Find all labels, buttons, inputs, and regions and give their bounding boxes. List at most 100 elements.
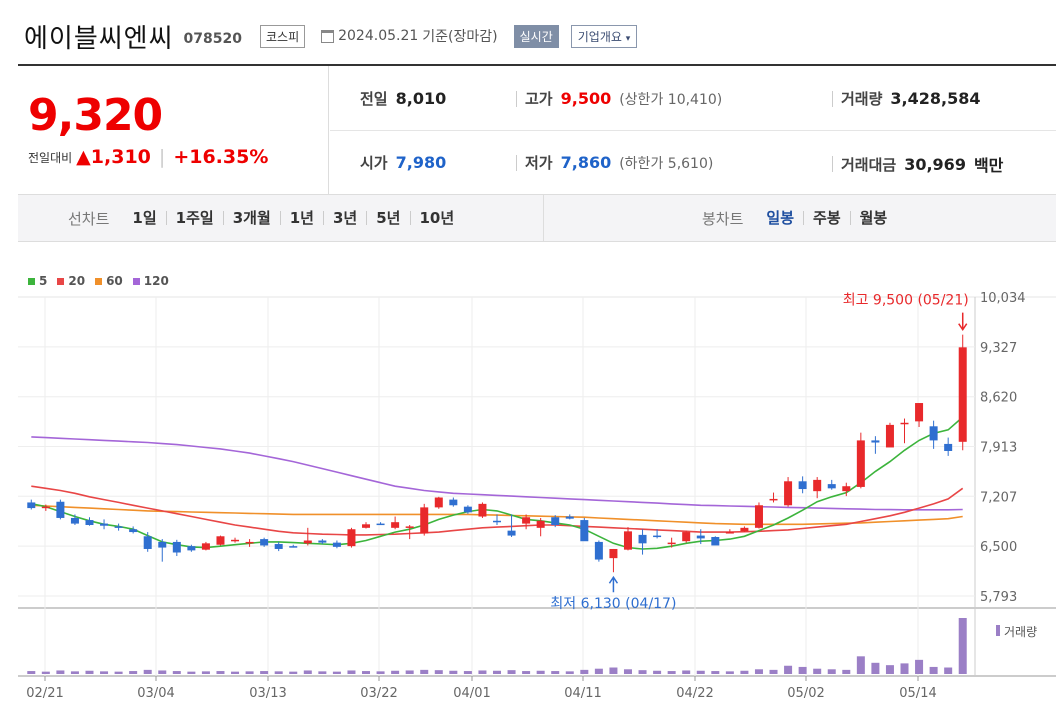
- candle-body: [798, 481, 807, 490]
- chart-tab-bar: 선차트 1일 1주일 3개월 1년 3년 5년 10년 봉차트 일봉 주봉 월봉: [18, 194, 1056, 242]
- upper-label: (상한가: [619, 91, 664, 108]
- upper-value: 10,410): [667, 91, 723, 108]
- volume-bar: [725, 671, 734, 674]
- candle-body: [813, 479, 822, 492]
- candle-body: [623, 531, 632, 550]
- volume-bar: [492, 670, 502, 674]
- candle-chart-group: 봉차트 일봉 주봉 월봉: [702, 195, 896, 241]
- date-info: 2024.05.21 기준(장마감): [321, 26, 498, 46]
- candle-body: [129, 529, 138, 533]
- candle-body: [754, 505, 763, 528]
- tab-1w[interactable]: 1주일: [165, 211, 223, 226]
- volume-bar: [245, 671, 254, 674]
- candle-body: [696, 535, 705, 539]
- price-box: 9,320 전일대비 ▲ 1,310 | +16.35%: [18, 66, 329, 194]
- tab-1y[interactable]: 1년: [279, 211, 323, 226]
- x-tick-label: 04/01: [453, 686, 490, 701]
- tab-3y[interactable]: 3년: [323, 211, 366, 226]
- stats-row-divider: [330, 130, 1056, 131]
- volume-bar: [274, 671, 283, 674]
- candle-body: [70, 517, 79, 524]
- volume-bar: [754, 669, 763, 674]
- tab-5y[interactable]: 5년: [366, 211, 409, 226]
- header-bar: 에이블씨엔씨 078520 코스피 2024.05.21 기준(장마감) 실시간…: [24, 18, 638, 54]
- stat-amount: 거래대금 30,969 백만: [832, 152, 1003, 176]
- tab-monthly[interactable]: 월봉: [849, 211, 897, 226]
- moving-average-lines: [31, 416, 964, 550]
- volume-legend-swatch: [996, 625, 1000, 636]
- candle-body: [609, 548, 618, 559]
- candle-body: [41, 506, 50, 509]
- tab-1d[interactable]: 1일: [132, 209, 157, 227]
- x-tick-label: 03/13: [249, 686, 286, 701]
- line-chart-group: 선차트 1일 1주일 3개월 1년 3년 5년 10년: [68, 195, 463, 241]
- volume-bar: [871, 662, 880, 674]
- upper-limit: (상한가 10,410): [619, 89, 722, 109]
- volume-bar: [172, 671, 181, 674]
- open-label: 시가: [360, 154, 388, 172]
- low-label: 저가: [525, 154, 553, 172]
- realtime-button[interactable]: 실시간: [513, 24, 559, 48]
- volume-bar: [85, 670, 94, 674]
- candle-body: [725, 532, 734, 534]
- volume-bar: [260, 671, 269, 674]
- change-amount: 1,310: [90, 146, 151, 168]
- x-tick-label: 04/11: [564, 686, 601, 701]
- open-value: 7,980: [395, 153, 447, 172]
- x-tick-label: 05/14: [899, 686, 936, 701]
- volume-bar: [129, 671, 138, 674]
- candle-chart-label: 봉차트: [702, 209, 744, 228]
- top-divider: [18, 64, 1056, 66]
- candle-body: [711, 536, 720, 546]
- candle-body: [856, 440, 865, 487]
- price-change: 전일대비 ▲ 1,310 | +16.35%: [28, 146, 268, 168]
- volume-bar: [784, 665, 793, 674]
- tab-3m[interactable]: 3개월: [222, 211, 280, 226]
- tab-daily[interactable]: 일봉: [766, 209, 795, 227]
- candle-body: [551, 517, 560, 526]
- volume-bar: [405, 670, 414, 674]
- tab-10y[interactable]: 10년: [409, 211, 464, 226]
- candle-body: [784, 481, 793, 506]
- candle-body: [245, 541, 254, 544]
- y-tick-label: 8,620: [980, 391, 1017, 406]
- x-tick-label: 03/22: [360, 686, 397, 701]
- candle-body: [885, 424, 894, 448]
- candle-body: [260, 539, 269, 546]
- high-arrow: [958, 312, 968, 332]
- candle-body: [827, 484, 836, 489]
- prev-label: 전일: [360, 90, 388, 108]
- volume-bar: [420, 669, 429, 674]
- quote-basis: 기준(장마감): [422, 29, 498, 45]
- candle-body: [638, 534, 647, 544]
- change-label: 전일대비: [28, 150, 73, 165]
- volume-bar: [682, 670, 691, 674]
- volume-bar: [27, 671, 36, 674]
- stats-panel: 전일 8,010 고가 9,500 (상한가 10,410) 거래량 3,428…: [330, 66, 1056, 194]
- quote-date: 2024.05.21: [338, 28, 419, 44]
- volume-bar: [900, 663, 909, 674]
- ma5-line: [31, 416, 964, 550]
- change-percent: +16.35%: [173, 146, 269, 168]
- volume-value: 3,428,584: [890, 89, 981, 108]
- candle-body: [434, 497, 443, 508]
- amount-unit: 백만: [973, 156, 1004, 175]
- market-badge: 코스피: [259, 24, 306, 48]
- candle-body: [915, 403, 924, 422]
- volume-bar: [696, 670, 705, 674]
- amount-value: 30,969: [904, 154, 966, 174]
- volume-bar: [507, 670, 516, 674]
- low-arrow: [608, 575, 619, 593]
- volume-bar: [347, 670, 356, 674]
- volume-bar: [289, 671, 298, 674]
- legend-ma20: 20: [57, 274, 85, 288]
- company-overview-button[interactable]: 기업개요 ▾: [570, 24, 638, 48]
- volume-bar: [434, 670, 443, 674]
- volume-label: 거래량: [841, 90, 883, 108]
- tab-weekly[interactable]: 주봉: [803, 211, 850, 226]
- lower-limit: (하한가 5,610): [619, 153, 713, 173]
- volume-bars: [27, 618, 967, 674]
- y-tick-label: 7,913: [980, 441, 1017, 456]
- x-tick-label: 05/02: [787, 686, 824, 701]
- candle-body: [842, 486, 851, 492]
